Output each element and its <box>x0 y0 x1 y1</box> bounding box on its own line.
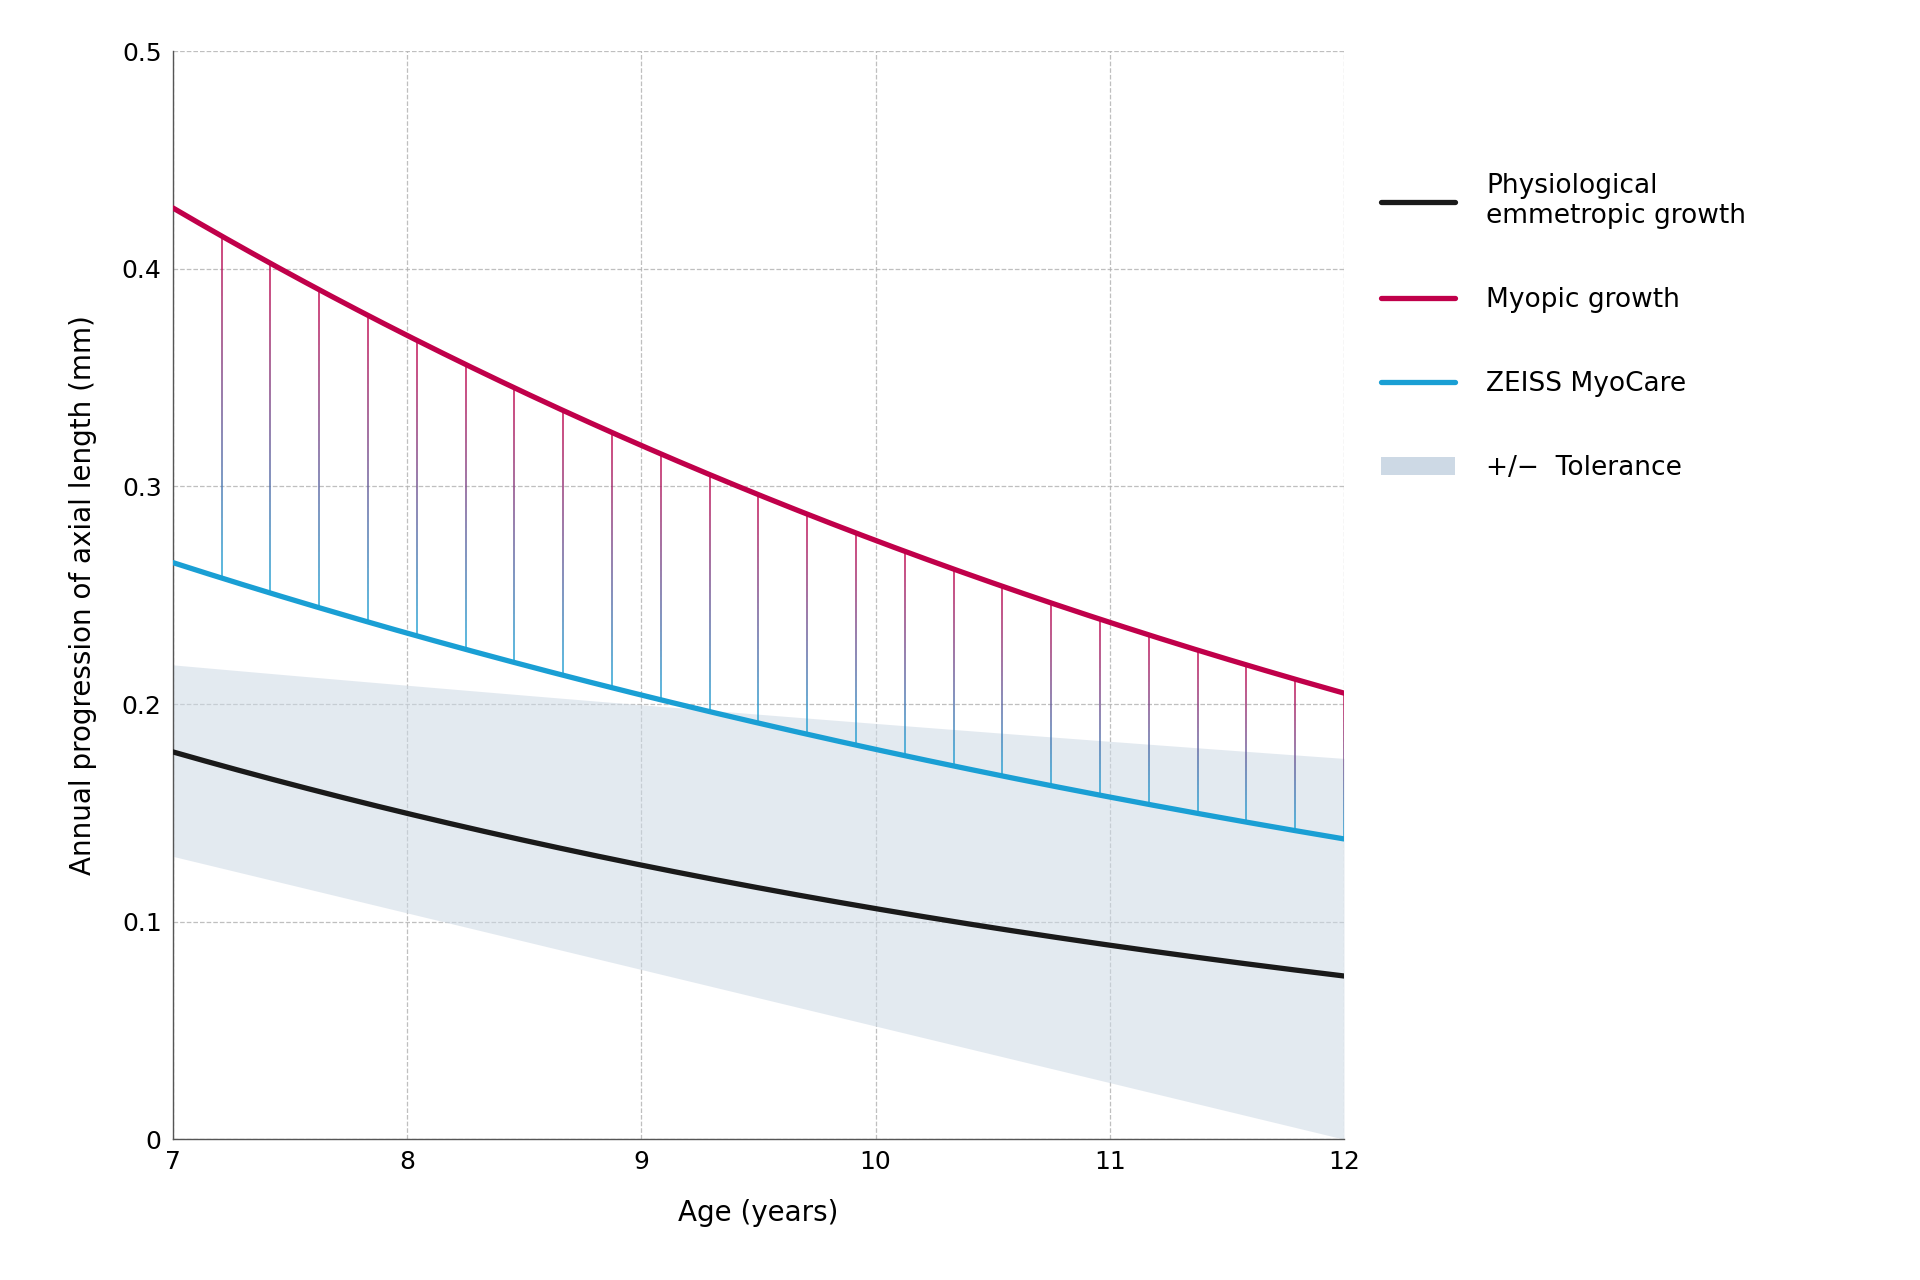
Legend: Physiological
emmetropic growth, Myopic growth, ZEISS MyoCare, +/−  Tolerance: Physiological emmetropic growth, Myopic … <box>1380 173 1745 481</box>
X-axis label: Age (years): Age (years) <box>678 1199 839 1228</box>
Y-axis label: Annual progression of axial length (mm): Annual progression of axial length (mm) <box>69 315 96 876</box>
